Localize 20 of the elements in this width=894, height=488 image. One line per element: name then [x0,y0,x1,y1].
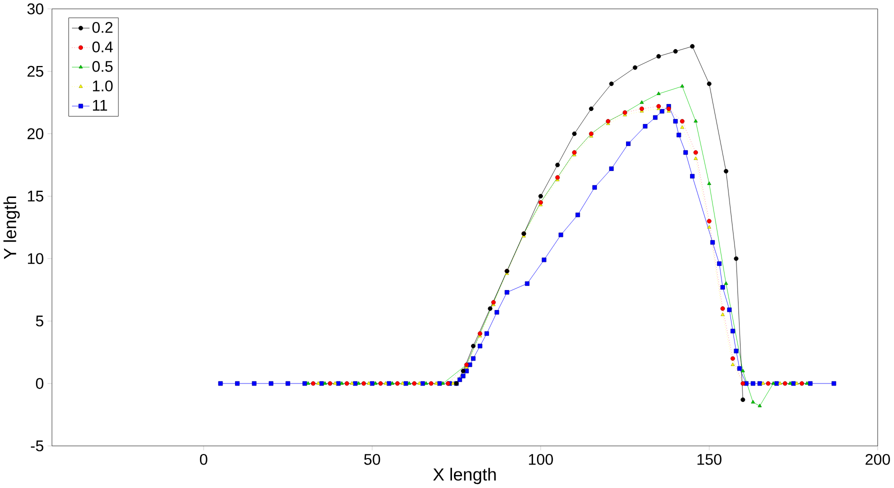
y-tick-label: -5 [30,440,44,452]
legend-label: 0.4 [92,42,113,53]
x-tick-label: 100 [528,454,553,466]
legend-label: 0.5 [92,61,113,72]
legend-label: 0.2 [92,22,112,34]
y-tick-label: 5 [36,316,44,327]
y-tick-label: 20 [28,128,44,140]
y-tick-label: 25 [28,66,44,78]
y-tick-label: 0 [36,378,44,390]
x-tick-label: 200 [866,454,890,466]
x-axis-title: X length [433,468,496,484]
legend-label: 11 [92,100,108,111]
legend-label: 1.0 [92,80,113,92]
x-tick-label: 50 [364,454,380,466]
y-tick-label: 30 [27,4,44,15]
y-axis-title: Y length [3,196,20,260]
y-tick-label: 10 [28,253,44,264]
y-tick-label: 15 [28,191,44,202]
x-tick-label: 150 [698,454,722,466]
x-tick-label: 0 [200,454,208,466]
